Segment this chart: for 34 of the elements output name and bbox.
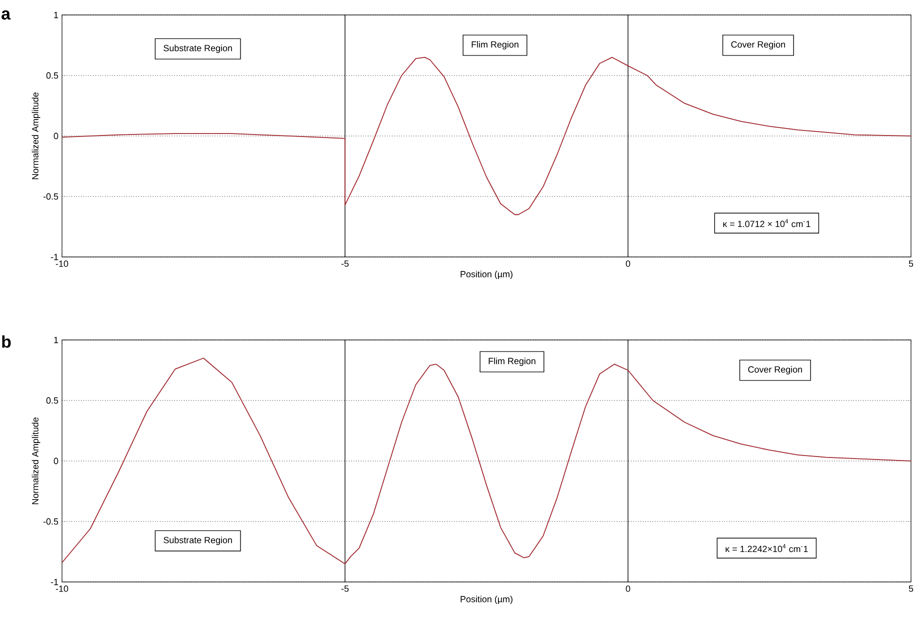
annotation: Flim Region bbox=[472, 41, 518, 50]
y-tick-label: -0.5 bbox=[43, 193, 58, 200]
x-tick-label: 0 bbox=[626, 586, 630, 592]
x-tick-label: -10 bbox=[56, 260, 68, 267]
annotation: Flim Region bbox=[488, 358, 536, 366]
x-tick-label: 5 bbox=[908, 260, 914, 267]
y-axis-title: Normalized Amplitude bbox=[32, 92, 40, 180]
y-tick-label: 0 bbox=[54, 458, 58, 464]
y-tick-label: -1 bbox=[50, 254, 58, 260]
line-series bbox=[62, 358, 912, 564]
annotation: Substrate Region bbox=[164, 536, 232, 546]
y-tick-label: 0.5 bbox=[46, 72, 58, 79]
x-axis-title: Position (µm) bbox=[460, 596, 512, 604]
y-tick-label: -0.5 bbox=[43, 518, 58, 525]
line-series bbox=[62, 56, 912, 216]
y-tick-label: 1 bbox=[54, 12, 58, 18]
x-tick-label: 5 bbox=[908, 586, 914, 592]
y-tick-label: -1 bbox=[50, 578, 58, 586]
chart-title: b bbox=[2, 335, 11, 348]
x-tick-label: -10 bbox=[56, 586, 68, 592]
annotation: κ = 1.0712 × 10$^{4}$ cm$^{-}$1 bbox=[723, 219, 810, 228]
y-axis-title: Normalized Amplitude bbox=[32, 418, 40, 504]
annotation: Cover Region bbox=[731, 41, 786, 50]
chart-title: a bbox=[2, 10, 11, 20]
x-tick-label: -5 bbox=[341, 260, 349, 267]
annotation: κ = 1.2242×10$^{4}$ cm$^{-}$1 bbox=[726, 544, 808, 552]
annotation: Substrate Region bbox=[164, 44, 232, 54]
x-axis-title: Position (µm) bbox=[460, 270, 512, 280]
y-tick-label: 0.5 bbox=[46, 397, 58, 404]
x-tick-label: -5 bbox=[341, 586, 349, 592]
y-tick-label: 0 bbox=[54, 132, 58, 140]
y-tick-label: 1 bbox=[54, 336, 58, 344]
annotation: Cover Region bbox=[748, 366, 802, 374]
x-tick-label: 0 bbox=[626, 260, 630, 267]
